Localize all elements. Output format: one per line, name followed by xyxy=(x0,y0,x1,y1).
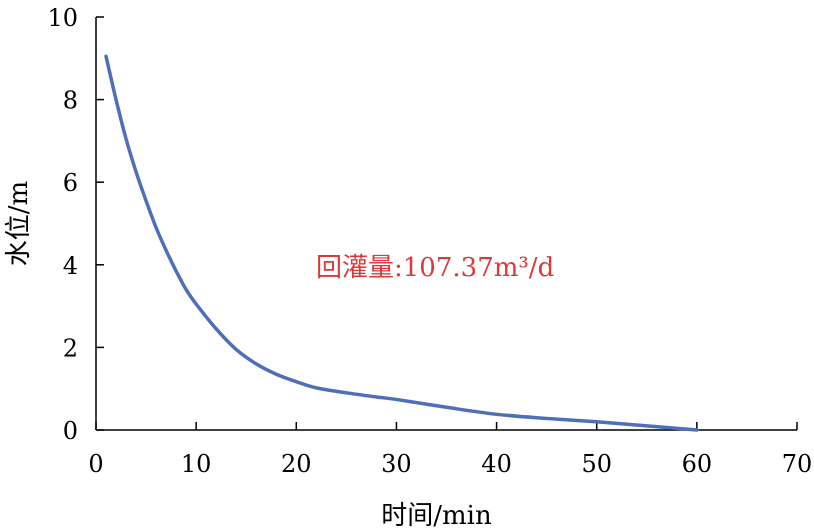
x-ticks: 0 10 20 30 40 50 60 70 xyxy=(88,422,812,478)
flow-rate-annotation: 回灌量:107.37m³/d xyxy=(316,253,554,283)
x-tick-label: 40 xyxy=(481,450,512,478)
y-ticks: 0 2 4 6 8 10 xyxy=(47,4,104,445)
y-tick-label: 2 xyxy=(63,334,78,362)
y-tick-label: 8 xyxy=(63,87,78,115)
x-tick-label: 50 xyxy=(581,450,612,478)
x-tick-label: 10 xyxy=(181,450,212,478)
x-tick-label: 70 xyxy=(782,450,813,478)
y-tick-label: 0 xyxy=(63,417,78,445)
y-tick-label: 10 xyxy=(47,4,78,32)
x-tick-label: 0 xyxy=(88,450,103,478)
y-tick-label: 4 xyxy=(63,252,78,280)
x-axis-title: 时间/min xyxy=(381,501,492,531)
x-tick-label: 20 xyxy=(281,450,312,478)
x-tick-label: 60 xyxy=(682,450,713,478)
x-tick-label: 30 xyxy=(381,450,412,478)
y-axis-title: 水位/m xyxy=(4,181,34,266)
y-tick-label: 6 xyxy=(63,169,78,197)
series-layer xyxy=(104,54,699,432)
axes xyxy=(95,17,797,431)
water-level-line xyxy=(104,54,699,432)
